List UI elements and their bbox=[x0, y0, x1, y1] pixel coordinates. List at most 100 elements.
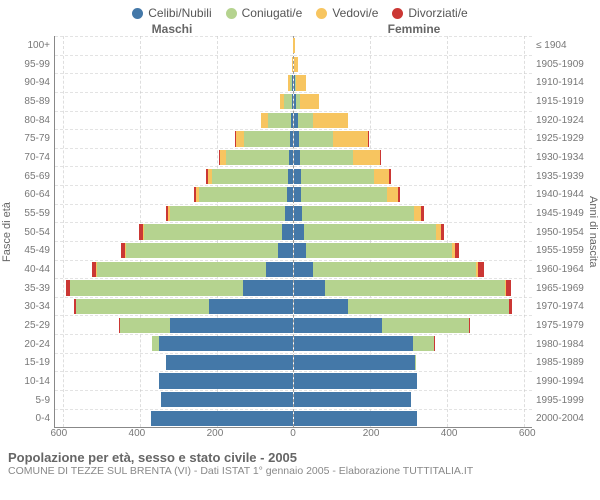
bar-row bbox=[294, 129, 532, 148]
bar-row bbox=[294, 334, 532, 353]
bar-segment bbox=[413, 336, 434, 351]
bar-segment bbox=[348, 299, 509, 314]
bar-segment bbox=[333, 131, 368, 146]
birth-label: 1920-1924 bbox=[536, 111, 586, 130]
bar-segment bbox=[209, 299, 293, 314]
bar-row bbox=[55, 204, 293, 223]
bar-segment bbox=[236, 131, 244, 146]
age-label: 35-39 bbox=[14, 279, 50, 298]
age-label: 50-54 bbox=[14, 223, 50, 242]
age-label: 10-14 bbox=[14, 372, 50, 391]
y-axis-label-right: Anni di nascita bbox=[586, 36, 600, 428]
birth-label: 1985-1989 bbox=[536, 353, 586, 372]
age-label: 20-24 bbox=[14, 335, 50, 354]
bar-segment bbox=[290, 131, 293, 146]
legend-swatch bbox=[132, 8, 143, 19]
birth-label: 1905-1909 bbox=[536, 55, 586, 74]
bar-segment bbox=[302, 206, 413, 221]
bar-segment bbox=[294, 355, 415, 370]
age-label: 25-29 bbox=[14, 316, 50, 335]
bar-segment bbox=[313, 113, 348, 128]
x-axis: 6004002000 200400600 bbox=[51, 428, 535, 444]
bar-row bbox=[294, 353, 532, 372]
bar-segment bbox=[243, 280, 293, 295]
x-tick: 600 bbox=[50, 428, 67, 439]
age-label: 95-99 bbox=[14, 55, 50, 74]
birth-label: ≤ 1904 bbox=[536, 36, 586, 55]
bar-row bbox=[55, 409, 293, 428]
age-label: 70-74 bbox=[14, 148, 50, 167]
bar-segment bbox=[282, 224, 293, 239]
bar-segment bbox=[398, 187, 400, 202]
bar-segment bbox=[291, 113, 293, 128]
bar-row bbox=[294, 315, 532, 334]
age-label: 90-94 bbox=[14, 73, 50, 92]
bar-segment bbox=[300, 94, 319, 109]
chart: Fasce di età 100+95-9990-9485-8980-8475-… bbox=[0, 36, 600, 428]
age-label: 30-34 bbox=[14, 297, 50, 316]
bar-row bbox=[294, 260, 532, 279]
bar-segment bbox=[261, 113, 268, 128]
birth-column: ≤ 19041905-19091910-19141915-19191920-19… bbox=[532, 36, 586, 428]
bar-segment bbox=[294, 318, 382, 333]
bar-segment bbox=[509, 299, 512, 314]
birth-label: 1910-1914 bbox=[536, 73, 586, 92]
bar-segment bbox=[294, 262, 313, 277]
bar-row bbox=[55, 36, 293, 55]
birth-label: 1930-1934 bbox=[536, 148, 586, 167]
age-label: 60-64 bbox=[14, 185, 50, 204]
bar-segment bbox=[151, 411, 293, 426]
bar-segment bbox=[294, 187, 301, 202]
age-label: 85-89 bbox=[14, 92, 50, 111]
bar-row bbox=[294, 36, 532, 55]
bar-segment bbox=[294, 169, 301, 184]
birth-label: 1935-1939 bbox=[536, 167, 586, 186]
bar-segment bbox=[368, 131, 369, 146]
legend-label: Divorziati/e bbox=[408, 6, 467, 20]
age-label: 75-79 bbox=[14, 129, 50, 148]
bar-row bbox=[55, 334, 293, 353]
bar-segment bbox=[382, 318, 468, 333]
bar-row bbox=[55, 148, 293, 167]
bar-row bbox=[55, 297, 293, 316]
bar-segment bbox=[353, 150, 380, 165]
age-label: 65-69 bbox=[14, 167, 50, 186]
age-label: 15-19 bbox=[14, 353, 50, 372]
bar-segment bbox=[294, 336, 413, 351]
bar-row bbox=[55, 111, 293, 130]
age-label: 55-59 bbox=[14, 204, 50, 223]
bar-segment bbox=[294, 206, 302, 221]
bar-segment bbox=[166, 355, 293, 370]
bar-segment bbox=[478, 262, 483, 277]
bar-row bbox=[55, 371, 293, 390]
age-label: 40-44 bbox=[14, 260, 50, 279]
bar-segment bbox=[226, 150, 289, 165]
bar-segment bbox=[97, 262, 266, 277]
bar-segment bbox=[170, 318, 293, 333]
age-column: 100+95-9990-9485-8980-8475-7970-7465-696… bbox=[14, 36, 54, 428]
legend-swatch bbox=[316, 8, 327, 19]
bar-segment bbox=[313, 262, 476, 277]
birth-label: 1960-1964 bbox=[536, 260, 586, 279]
x-tick: 400 bbox=[441, 428, 458, 439]
bar-row bbox=[294, 92, 532, 111]
bar-segment bbox=[301, 187, 387, 202]
bar-segment bbox=[294, 280, 325, 295]
birth-label: 2000-2004 bbox=[536, 409, 586, 428]
bar-row bbox=[55, 315, 293, 334]
bar-segment bbox=[296, 75, 306, 90]
x-tick: 200 bbox=[363, 428, 380, 439]
chart-title: Popolazione per età, sesso e stato civil… bbox=[8, 450, 592, 465]
bar-row bbox=[294, 371, 532, 390]
bar-segment bbox=[144, 224, 282, 239]
bar-segment bbox=[294, 38, 295, 53]
bar-segment bbox=[298, 113, 313, 128]
bar-segment bbox=[441, 224, 444, 239]
bar-segment bbox=[120, 318, 170, 333]
birth-label: 1995-1999 bbox=[536, 391, 586, 410]
bar-segment bbox=[294, 392, 411, 407]
bar-row bbox=[55, 353, 293, 372]
bar-segment bbox=[287, 187, 293, 202]
bar-segment bbox=[294, 224, 304, 239]
legend-label: Celibi/Nubili bbox=[148, 6, 211, 20]
